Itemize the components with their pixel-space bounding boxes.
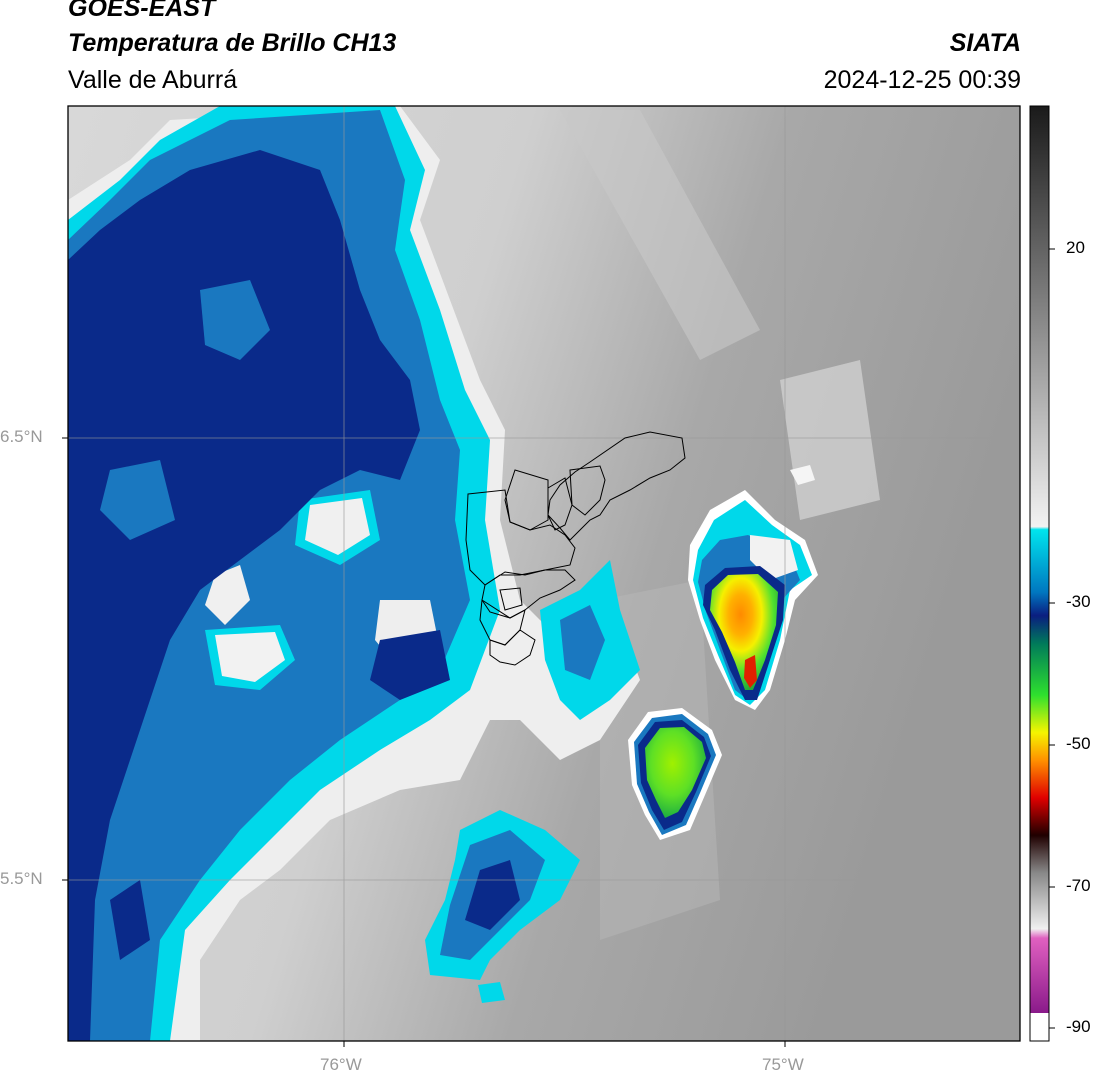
region-name: Valle de Aburrá <box>68 66 238 94</box>
lat-label-5-5: 5.5°N <box>0 869 43 888</box>
colorbar-label-minus70: -70 <box>1066 876 1091 895</box>
organization-name: SIATA <box>949 29 1021 57</box>
map-area <box>68 106 1020 1041</box>
colorbar-label-20: 20 <box>1066 238 1085 257</box>
lon-label-75: 75°W <box>762 1055 804 1074</box>
graticule <box>68 106 1020 1041</box>
lon-label-76: 76°W <box>320 1055 362 1074</box>
colorbar-label-minus90: -90 <box>1066 1017 1091 1036</box>
map-frame <box>67 105 1021 1042</box>
storm-cell-south <box>628 708 722 840</box>
timestamp: 2024-12-25 00:39 <box>823 66 1021 94</box>
colorbar <box>1029 105 1055 1042</box>
product-name: GOES-EAST <box>68 0 216 22</box>
cloud-mass-navy <box>68 150 420 1041</box>
storm-cell-north <box>688 490 818 710</box>
colorbar-label-minus30: -30 <box>1066 592 1091 611</box>
colorbar-label-minus50: -50 <box>1066 734 1091 753</box>
map-title: Temperatura de Brillo CH13 <box>68 29 397 57</box>
municipality-boundaries <box>465 431 686 666</box>
lat-label-6-5: 6.5°N <box>0 427 43 446</box>
